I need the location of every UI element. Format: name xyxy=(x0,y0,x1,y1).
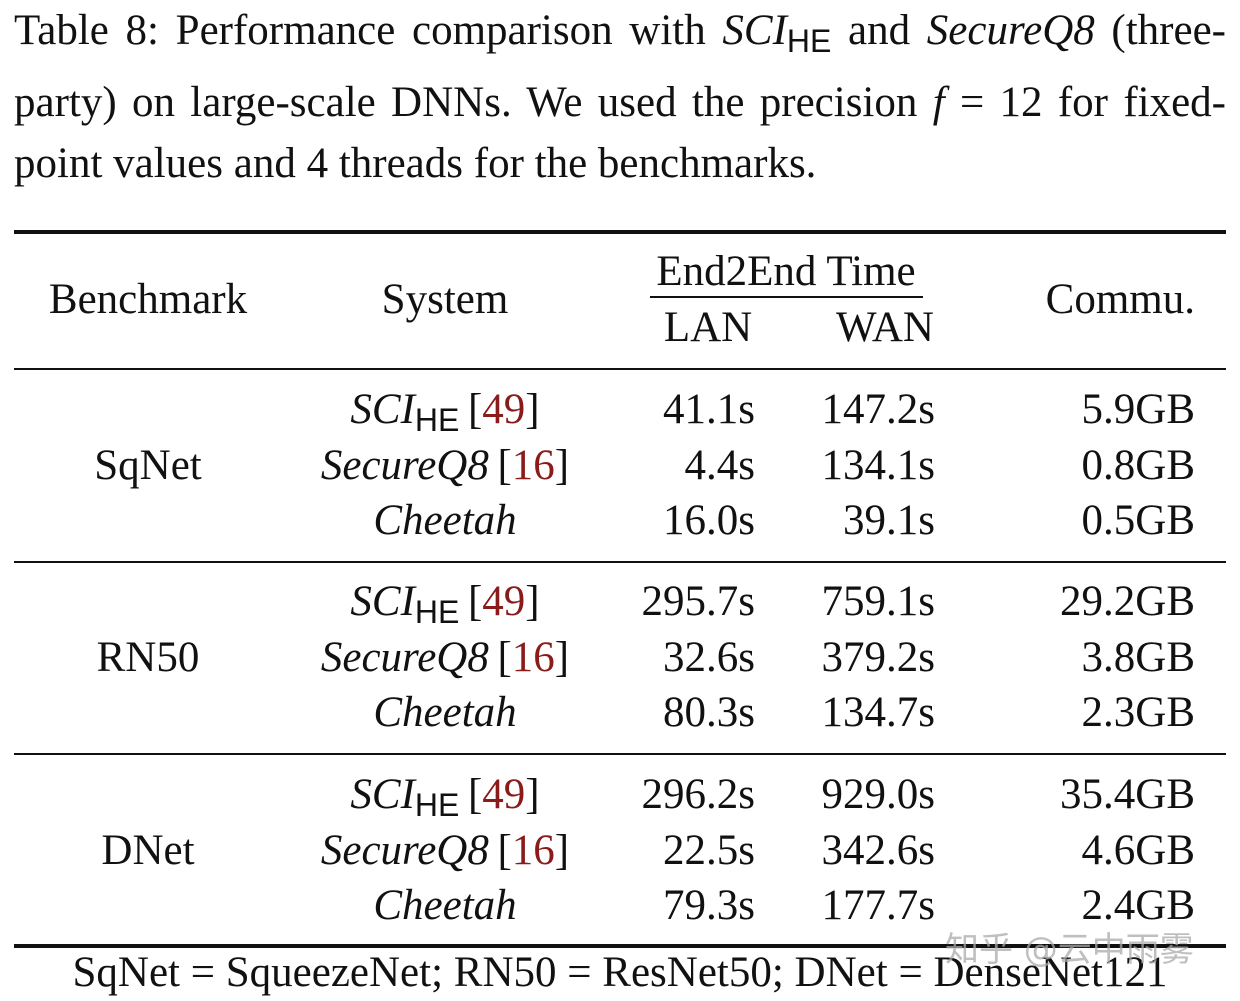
citation: ] xyxy=(525,386,540,433)
header-comm: Commu. xyxy=(1045,276,1195,323)
table-footnote: SqNet = SqueezeNet; RN50 = ResNet50; DNe… xyxy=(72,949,1168,996)
communication: 4.6GB xyxy=(1081,826,1195,874)
system-name: SecureQ8 xyxy=(320,633,489,681)
system-name: Cheetah xyxy=(373,882,517,929)
benchmark-name: DNet xyxy=(101,826,195,874)
system-subscript: HE xyxy=(414,594,460,630)
system-cell: SCIHE [49] xyxy=(195,767,695,823)
citation: [ xyxy=(467,386,483,433)
header-time: End2End Time xyxy=(656,248,916,295)
benchmark-name: RN50 xyxy=(96,633,200,681)
citation: [ xyxy=(497,826,512,874)
citation: 49 xyxy=(482,386,526,433)
communication: 3.8GB xyxy=(1081,633,1195,681)
communication: 29.2GB xyxy=(1060,578,1195,625)
table-caption: Table 8: Performance comparison with SCI… xyxy=(14,0,1226,194)
communication: 0.8GB xyxy=(1081,441,1195,489)
caption-text: = 12 for fixed-point values and 4 thread… xyxy=(14,79,1226,187)
lan-time: 296.2s xyxy=(641,771,755,818)
wan-time: 134.7s xyxy=(821,689,935,736)
communication: 5.9GB xyxy=(1081,386,1195,433)
lan-time: 16.0s xyxy=(663,497,755,544)
lan-time: 22.5s xyxy=(663,826,755,874)
citation: ] xyxy=(554,633,570,681)
lan-time: 80.3s xyxy=(663,689,755,736)
system-name: SCI xyxy=(350,771,415,818)
caption-text: SecureQ8 xyxy=(926,7,1095,54)
wan-time: 147.2s xyxy=(821,386,935,433)
header-wan: WAN xyxy=(836,304,934,351)
caption-text: HE xyxy=(786,23,832,59)
system-cell: SecureQ8 [16] xyxy=(195,823,695,879)
system-name: Cheetah xyxy=(373,497,517,544)
system-name: SCI xyxy=(350,386,415,433)
citation: ] xyxy=(525,578,540,625)
system-cell: SecureQ8 [16] xyxy=(195,630,695,686)
group-rule xyxy=(14,753,1226,755)
citation: ] xyxy=(525,771,540,818)
system-subscript: HE xyxy=(414,402,460,438)
watermark: 知乎 @云中雨雾 xyxy=(945,930,1194,970)
header-rule xyxy=(14,368,1226,370)
system-cell: Cheetah xyxy=(195,493,695,549)
system-cell: SecureQ8 [16] xyxy=(195,438,695,494)
caption-text: (three-party) on large-scale DNNs. We us… xyxy=(14,7,1226,126)
top-rule xyxy=(14,230,1226,234)
wan-time: 177.7s xyxy=(821,882,935,929)
communication: 2.4GB xyxy=(1081,882,1195,929)
header-underline xyxy=(650,296,923,298)
system-name: SecureQ8 xyxy=(320,826,489,874)
wan-time: 39.1s xyxy=(843,497,935,544)
citation: 16 xyxy=(511,633,555,681)
wan-time: 379.2s xyxy=(821,633,935,681)
group-rule xyxy=(14,561,1226,563)
lan-time: 4.4s xyxy=(684,441,755,489)
wan-time: 929.0s xyxy=(821,771,935,818)
wan-time: 134.1s xyxy=(821,441,935,489)
lan-time: 41.1s xyxy=(663,386,755,433)
communication: 35.4GB xyxy=(1060,771,1195,818)
communication: 0.5GB xyxy=(1081,497,1195,544)
system-name: SecureQ8 xyxy=(320,441,489,489)
caption-text: Table 8: Performance comparison with xyxy=(14,7,723,54)
communication: 2.3GB xyxy=(1081,689,1195,736)
citation: [ xyxy=(497,441,512,489)
citation: ] xyxy=(554,441,570,489)
system-cell: Cheetah xyxy=(195,878,695,934)
bottom-rule xyxy=(14,944,1226,948)
caption-text: and xyxy=(831,7,927,54)
citation: 16 xyxy=(511,826,555,874)
header-system: System xyxy=(381,276,509,323)
benchmark-name: SqNet xyxy=(94,441,202,489)
system-subscript: HE xyxy=(414,787,460,823)
caption-text: SCI xyxy=(722,7,787,54)
system-name: Cheetah xyxy=(373,689,517,736)
citation: 49 xyxy=(482,578,526,625)
citation: [ xyxy=(467,578,483,625)
citation: 16 xyxy=(511,441,555,489)
wan-time: 342.6s xyxy=(821,826,935,874)
wan-time: 759.1s xyxy=(821,578,935,625)
header-lan: LAN xyxy=(663,304,753,351)
system-name: SCI xyxy=(350,578,415,625)
lan-time: 79.3s xyxy=(663,882,755,929)
lan-time: 295.7s xyxy=(641,578,755,625)
lan-time: 32.6s xyxy=(663,633,755,681)
header-benchmark: Benchmark xyxy=(48,276,248,323)
citation: 49 xyxy=(482,771,526,818)
caption-text: f xyxy=(932,79,945,126)
system-cell: Cheetah xyxy=(195,685,695,741)
citation: [ xyxy=(467,771,483,818)
system-cell: SCIHE [49] xyxy=(195,382,695,438)
system-cell: SCIHE [49] xyxy=(195,574,695,630)
citation: [ xyxy=(497,633,512,681)
citation: ] xyxy=(554,826,570,874)
